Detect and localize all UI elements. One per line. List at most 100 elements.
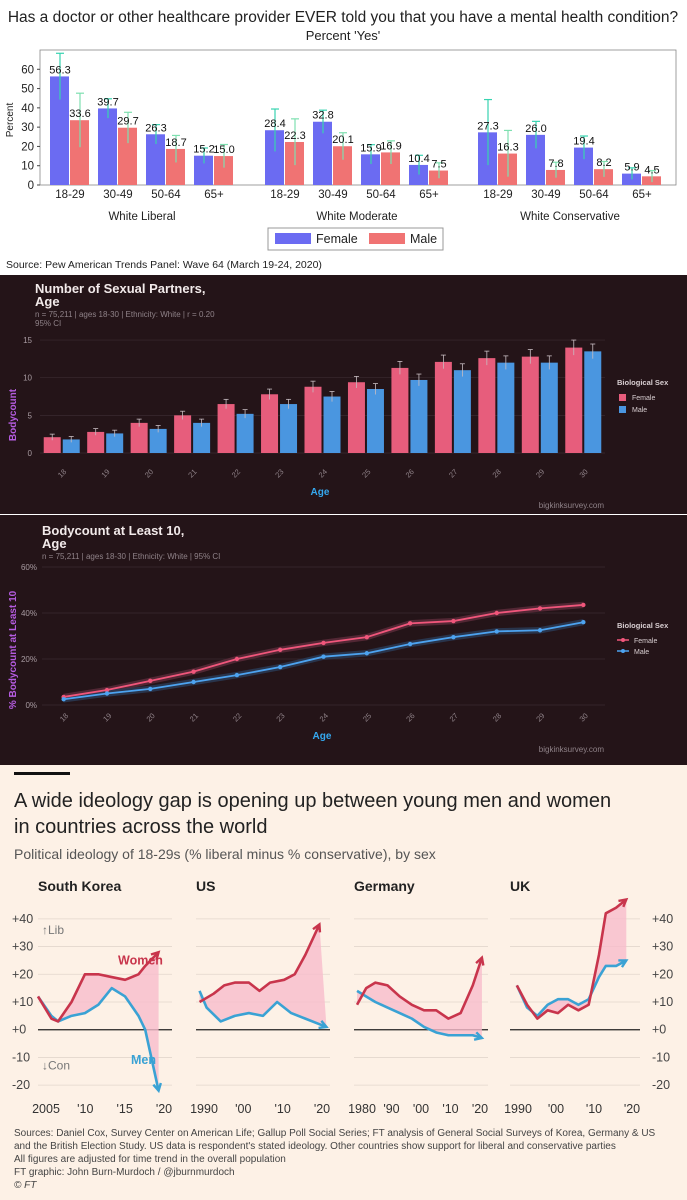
- copyright: © FT: [14, 1180, 37, 1191]
- x-axis-label: Age: [313, 731, 332, 742]
- bar-male: [410, 379, 428, 453]
- divider: [0, 273, 687, 275]
- mental-health-chart: Has a doctor or other healthcare provide…: [0, 0, 687, 275]
- women-line: [36, 951, 160, 1023]
- point-female: [321, 640, 326, 646]
- y-tick-label-left: -20: [12, 1078, 30, 1092]
- x-tick-label: 65+: [632, 189, 652, 201]
- x-tick-label: 2005: [32, 1102, 60, 1116]
- gap-fill: [199, 924, 327, 1027]
- women-line-arrow: [475, 955, 485, 966]
- x-tick-label: 19: [99, 467, 111, 479]
- x-tick-label: 28: [491, 711, 503, 723]
- point-male: [451, 634, 456, 640]
- x-tick-label: 30-49: [531, 189, 560, 201]
- y-tick-label-right: +0: [652, 1023, 666, 1037]
- x-tick-label: 20: [144, 711, 156, 723]
- y-axis-label: % Bodycount at Least 10: [8, 590, 19, 709]
- y-tick-label-left: +30: [12, 940, 33, 954]
- point-male: [234, 672, 240, 678]
- legend: Biological Sex Female Male: [617, 621, 669, 656]
- chart-title-2: Age: [42, 536, 67, 551]
- point-male: [148, 686, 153, 692]
- legend-marker-female: [621, 638, 625, 642]
- legend-female: Female: [632, 395, 655, 402]
- point-male: [104, 691, 110, 696]
- bar-male: [214, 156, 233, 185]
- bar-female: [87, 431, 105, 453]
- bar-male: [62, 439, 80, 453]
- x-tick-label: 27: [448, 711, 460, 723]
- point-female: [494, 610, 499, 616]
- x-tick-label: 29: [534, 467, 546, 479]
- bar-female: [217, 404, 235, 453]
- y-tick-label: 50: [21, 84, 34, 96]
- x-tick-label: '20: [314, 1102, 330, 1116]
- x-tick-label: 1990: [504, 1102, 532, 1116]
- bar-female: [347, 382, 365, 453]
- women-line-arrow: [150, 950, 161, 961]
- y-tick-label-left: +20: [12, 967, 33, 981]
- gap-fill: [38, 952, 159, 1091]
- bar-male: [584, 351, 602, 453]
- x-tick-label: 30: [578, 711, 590, 723]
- y-tick-label-right: +10: [652, 995, 673, 1009]
- data-label: 5.9: [624, 162, 639, 174]
- bar-female: [565, 347, 583, 453]
- x-tick-label: 50-64: [579, 189, 609, 201]
- legend: Biological Sex Female Male: [617, 378, 669, 414]
- bar-male: [280, 404, 298, 453]
- x-tick-label: '20: [472, 1102, 488, 1116]
- data-label: 28.4: [264, 118, 285, 130]
- ft-header-bar: [14, 772, 70, 775]
- x-tick-label: 23: [274, 711, 286, 723]
- bar-female: [146, 134, 165, 185]
- y-tick-label-left: -10: [12, 1050, 30, 1064]
- x-tick-label: '90: [383, 1102, 399, 1116]
- bars-area: 0 10 20 30 40 50 60 56.3 33.6 18-29 39.7 29.7 30-49 2…: [21, 49, 677, 223]
- x-tick-label: 30: [577, 467, 589, 479]
- x-tick-label: 22: [230, 467, 242, 479]
- x-tick-label: 50-64: [366, 189, 396, 201]
- men-line-arrow: [473, 1031, 485, 1041]
- y-axis-label: Percent: [5, 103, 16, 138]
- con-label: ↓Con: [42, 1059, 70, 1073]
- data-label: 29.7: [117, 116, 138, 128]
- bar-male: [193, 422, 211, 453]
- x-tick-label: 26: [404, 711, 416, 723]
- point-female: [277, 647, 283, 652]
- women-line: [515, 898, 628, 1020]
- x-tick-label: 22: [231, 711, 243, 723]
- bar-female: [304, 386, 322, 453]
- y-tick-label: 0%: [25, 701, 37, 710]
- legend-title: Biological Sex: [617, 621, 669, 630]
- bar-female: [130, 422, 148, 453]
- x-tick-label: '10: [586, 1102, 602, 1116]
- y-tick-label-right: +20: [652, 967, 673, 981]
- bar-male: [166, 148, 185, 185]
- bar-female: [313, 121, 332, 185]
- bar-male: [594, 169, 613, 185]
- data-label: 39.7: [97, 96, 118, 108]
- group-label: White Conservative: [520, 211, 620, 223]
- chart-title-2: Age: [35, 294, 60, 309]
- sources-line-1: Sources: Daniel Cox, Survey Center on Am…: [14, 1128, 656, 1139]
- panel-title: Germany: [354, 878, 415, 894]
- x-tick-label: '10: [442, 1102, 458, 1116]
- data-label: 20.1: [332, 134, 353, 146]
- chart-title: Bodycount at Least 10,: [42, 523, 184, 538]
- bar-male: [540, 362, 558, 453]
- x-tick-label: 25: [360, 467, 372, 479]
- chart-subtitle: Percent 'Yes': [306, 28, 381, 43]
- data-label: 7.8: [548, 158, 563, 170]
- legend-male: Male: [410, 232, 437, 246]
- group-label: White Moderate: [316, 211, 397, 223]
- x-tick-label: 18-29: [483, 189, 512, 201]
- x-tick-label: 25: [361, 711, 373, 723]
- x-tick-label: 19: [101, 711, 113, 723]
- point-male: [537, 628, 543, 633]
- men-label: Men: [131, 1053, 156, 1067]
- x-tick-label: 21: [188, 711, 200, 723]
- y-tick-label: 15: [23, 336, 32, 345]
- chart-title-line-1: A wide ideology gap is opening up betwee…: [14, 790, 611, 812]
